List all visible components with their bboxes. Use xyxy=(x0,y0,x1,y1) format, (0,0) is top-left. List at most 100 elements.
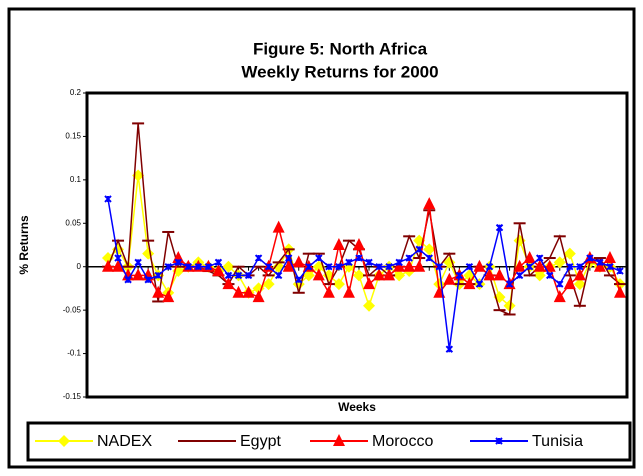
marker xyxy=(505,280,514,288)
legend-marker xyxy=(58,435,70,447)
marker xyxy=(576,263,584,271)
marker xyxy=(606,263,614,271)
marker xyxy=(252,282,265,295)
marker xyxy=(393,269,406,282)
marker xyxy=(152,285,165,298)
marker xyxy=(332,278,345,291)
marker xyxy=(264,263,273,271)
marker xyxy=(132,268,145,281)
marker xyxy=(332,238,345,250)
marker xyxy=(112,259,125,272)
marker xyxy=(363,277,376,290)
marker xyxy=(415,245,423,254)
y-tick-label: -0.15 xyxy=(63,392,82,401)
marker xyxy=(365,258,373,267)
plot-frame xyxy=(85,91,629,399)
marker xyxy=(435,263,444,271)
marker xyxy=(284,254,293,262)
marker xyxy=(254,254,263,262)
marker xyxy=(535,254,544,262)
marker xyxy=(252,290,265,303)
legend-label: NADEX xyxy=(97,433,152,450)
marker xyxy=(395,258,403,267)
marker xyxy=(513,259,526,272)
marker xyxy=(443,272,456,285)
marker xyxy=(383,268,396,281)
series-line xyxy=(107,198,621,350)
marker xyxy=(295,276,303,284)
marker xyxy=(232,285,245,298)
marker xyxy=(174,258,182,267)
legend-label: Morocco xyxy=(372,433,433,450)
marker xyxy=(473,259,486,272)
marker xyxy=(573,278,586,291)
marker xyxy=(154,271,162,280)
y-axis-label: % Returns xyxy=(17,215,31,275)
marker xyxy=(614,285,626,298)
marker xyxy=(465,263,474,271)
marker xyxy=(525,263,534,271)
marker xyxy=(423,243,436,256)
marker xyxy=(244,271,253,280)
marker xyxy=(104,195,112,203)
marker xyxy=(164,263,172,271)
marker xyxy=(455,271,464,280)
marker xyxy=(112,243,125,256)
marker xyxy=(586,254,594,262)
marker xyxy=(425,254,433,262)
marker xyxy=(546,271,554,280)
marker xyxy=(523,251,536,264)
marker xyxy=(385,263,393,271)
marker xyxy=(224,271,233,280)
marker xyxy=(134,258,142,267)
marker xyxy=(485,263,494,271)
marker xyxy=(325,263,333,271)
legend-marker xyxy=(333,434,345,446)
marker xyxy=(483,268,496,281)
marker xyxy=(443,256,456,269)
marker xyxy=(393,259,406,272)
marker xyxy=(282,259,295,272)
chart-title: Figure 5: North Africa xyxy=(253,39,428,58)
marker xyxy=(566,263,574,271)
marker xyxy=(445,345,454,353)
marker xyxy=(222,260,235,273)
marker xyxy=(413,259,426,272)
marker xyxy=(345,258,353,267)
marker xyxy=(315,254,323,262)
marker xyxy=(463,277,476,290)
marker xyxy=(272,220,285,233)
marker xyxy=(352,238,365,250)
marker xyxy=(573,268,586,281)
marker xyxy=(274,271,283,280)
marker xyxy=(403,259,416,272)
marker xyxy=(355,254,363,262)
chart-frame xyxy=(7,7,636,469)
y-tick-label: 0.15 xyxy=(65,132,81,141)
marker xyxy=(234,271,243,280)
marker xyxy=(475,280,484,288)
marker xyxy=(596,258,604,267)
marker xyxy=(222,277,235,290)
marker xyxy=(363,299,376,312)
marker xyxy=(553,290,566,303)
marker xyxy=(312,268,325,281)
y-tick-label: -0.05 xyxy=(63,305,82,314)
marker xyxy=(563,277,576,290)
legend-marker xyxy=(495,437,503,445)
marker xyxy=(262,278,275,291)
marker xyxy=(553,256,566,269)
y-tick-label: 0.05 xyxy=(65,218,81,227)
marker xyxy=(515,271,524,280)
marker xyxy=(423,197,436,210)
marker xyxy=(352,269,365,282)
marker xyxy=(335,263,343,271)
marker xyxy=(342,285,355,298)
marker xyxy=(102,252,114,265)
marker xyxy=(302,269,315,282)
y-tick-label: 0 xyxy=(77,262,82,271)
marker xyxy=(292,255,305,268)
x-axis-label: Weeks xyxy=(338,400,376,414)
marker xyxy=(305,263,313,271)
